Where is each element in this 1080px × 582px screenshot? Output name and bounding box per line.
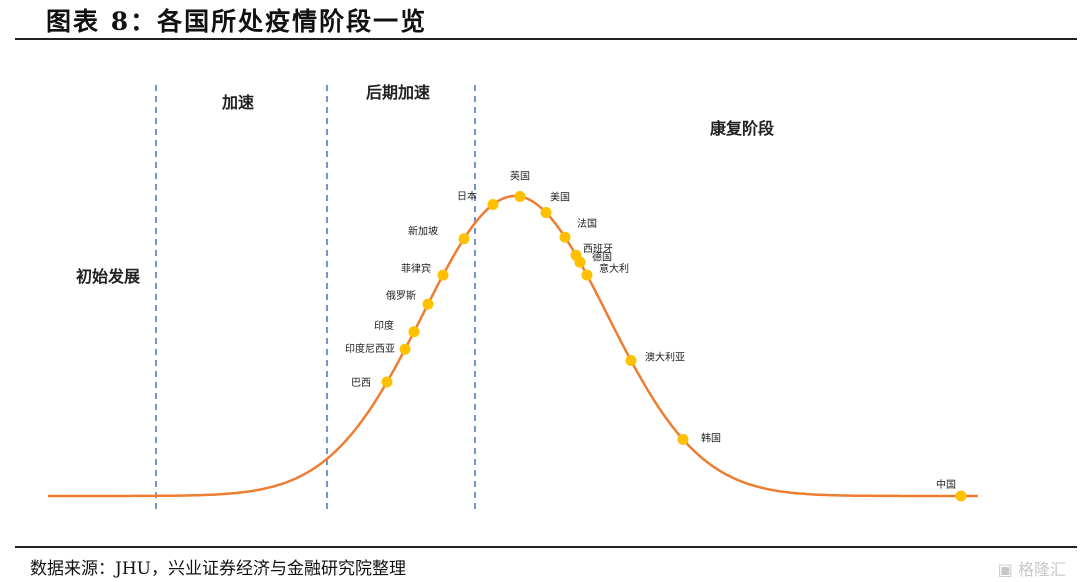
data-point xyxy=(574,256,586,268)
data-label: 英国 xyxy=(510,169,530,182)
data-label: 美国 xyxy=(550,191,570,204)
data-label: 日本 xyxy=(457,189,477,202)
data-point xyxy=(677,433,689,445)
data-point xyxy=(625,355,637,367)
data-label: 新加坡 xyxy=(408,225,438,238)
data-point xyxy=(514,190,526,202)
footer-rule xyxy=(15,546,1077,548)
data-point xyxy=(559,231,571,243)
data-point xyxy=(381,376,393,388)
data-point xyxy=(581,269,593,281)
data-point xyxy=(955,490,967,502)
data-label: 印度尼西亚 xyxy=(345,342,395,355)
stage-label: 初始发展 xyxy=(76,267,141,286)
data-label: 德国 xyxy=(592,250,612,263)
data-label: 菲律宾 xyxy=(401,262,431,275)
data-label: 中国 xyxy=(936,478,956,491)
data-point xyxy=(422,298,434,310)
stage-label: 加速 xyxy=(221,93,254,112)
data-label: 韩国 xyxy=(701,431,721,444)
data-point xyxy=(540,207,552,219)
data-point xyxy=(408,326,420,338)
data-label: 印度 xyxy=(374,319,394,332)
data-label: 西班牙 xyxy=(583,243,613,255)
data-point xyxy=(437,269,449,281)
data-label: 澳大利亚 xyxy=(645,351,685,364)
data-label: 巴西 xyxy=(351,377,371,389)
data-point xyxy=(399,343,411,355)
data-label: 法国 xyxy=(577,217,597,230)
data-point xyxy=(487,198,499,210)
epidemic-curve xyxy=(48,194,978,498)
title-rule xyxy=(15,38,1077,40)
stage-label: 康复阶段 xyxy=(710,119,775,138)
watermark-logo: ▣ 格隆汇 xyxy=(997,560,1066,579)
source-note: 数据来源：JHU，兴业证券经济与金融研究院整理 xyxy=(30,559,406,579)
figure-title: 图表 8：各国所处疫情阶段一览 xyxy=(46,7,428,36)
data-point xyxy=(458,233,470,245)
data-label: 俄罗斯 xyxy=(386,289,416,302)
stage-label: 后期加速 xyxy=(366,83,430,102)
data-label: 意大利 xyxy=(599,262,629,275)
